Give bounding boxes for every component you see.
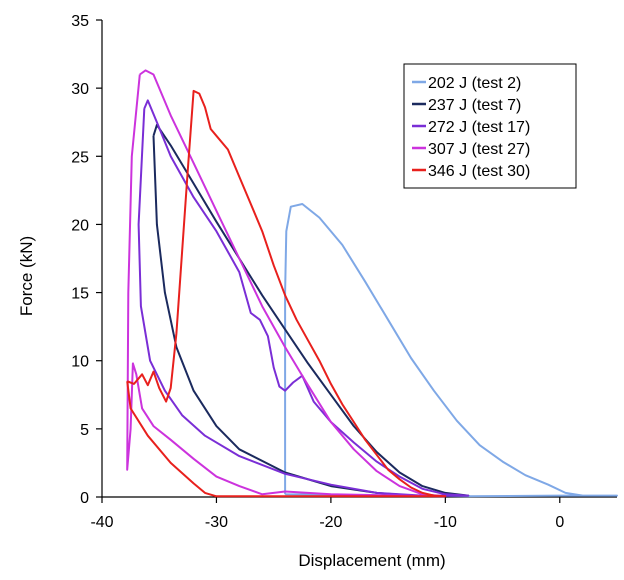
x-tick-label: -20: [319, 514, 342, 531]
series-line-5: [126, 89, 447, 498]
y-tick-label: 15: [71, 286, 89, 303]
y-tick-label: 20: [71, 217, 89, 234]
legend-label: 202 J (test 2): [428, 75, 521, 92]
legend-label: 272 J (test 17): [428, 119, 530, 136]
x-tick-label: -30: [205, 514, 228, 531]
legend-label: 307 J (test 27): [428, 141, 530, 158]
legend: 202 J (test 2) 237 J (test 7) 272 J (test …: [403, 63, 577, 189]
y-tick-label: 0: [80, 490, 89, 507]
legend-label: 346 J (test 30): [428, 163, 530, 180]
y-tick-label: 35: [71, 13, 89, 30]
y-tick-label: 10: [71, 354, 89, 371]
legend-box: [403, 63, 577, 189]
series-line-2: [152, 123, 470, 498]
x-tick-label: 0: [555, 514, 564, 531]
series-lines: [126, 69, 618, 498]
y-tick-label: 25: [71, 149, 89, 166]
x-axis-label: Displacement (mm): [298, 551, 445, 570]
y-axis-label: Force (kN): [17, 236, 36, 316]
axes: 0 5 10 15 20 25 30 35 -40 -30 -20 -10 0: [71, 13, 617, 531]
series-line-1: [284, 203, 618, 498]
x-tick-label: -40: [90, 514, 113, 531]
x-tick-label: -10: [434, 514, 457, 531]
legend-label: 237 J (test 7): [428, 97, 521, 114]
series-line-3: [137, 99, 470, 497]
y-tick-label: 5: [80, 422, 89, 439]
y-tick-label: 30: [71, 81, 89, 98]
